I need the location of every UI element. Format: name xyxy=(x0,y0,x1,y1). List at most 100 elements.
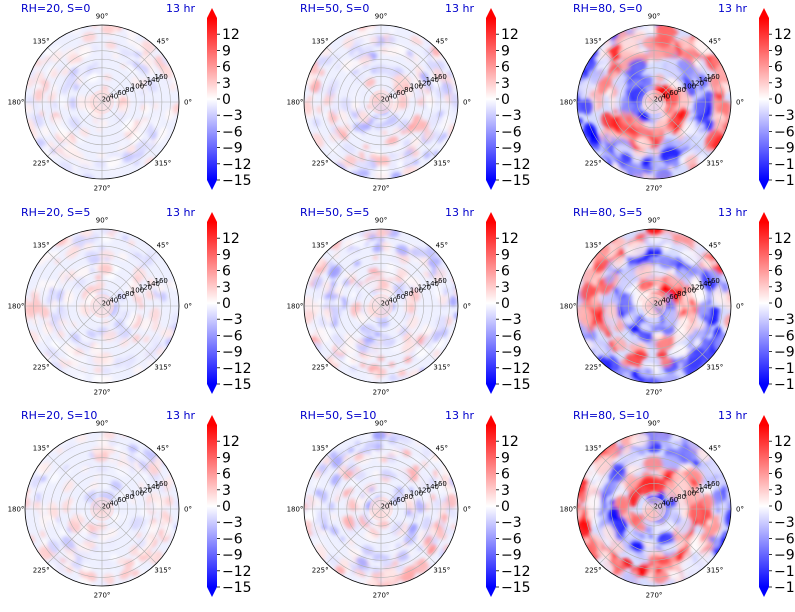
field-cell xyxy=(331,513,337,521)
field-cell xyxy=(117,252,129,261)
field-cell xyxy=(148,552,157,561)
field-cell xyxy=(425,87,431,96)
field-cell xyxy=(433,257,441,266)
field-cell xyxy=(636,522,647,532)
field-cell xyxy=(410,136,422,148)
radial-tick-label: 80 xyxy=(404,86,413,94)
radial-tick-label: 160 xyxy=(434,73,447,81)
angular-tick-label: 270° xyxy=(646,185,663,193)
radial-tick-label: 20 xyxy=(380,96,389,104)
field-cell xyxy=(312,478,320,489)
field-cell xyxy=(60,84,69,95)
polar-frame xyxy=(24,431,180,587)
colorbar-tick-label: 12 xyxy=(501,434,519,450)
field-cell xyxy=(621,446,632,455)
field-cell xyxy=(419,256,431,268)
colorbar-extend-min xyxy=(486,180,496,190)
field-cell xyxy=(373,122,383,130)
field-cell xyxy=(362,144,370,150)
angular-tick-label: 315° xyxy=(706,159,723,167)
field-cell xyxy=(637,513,644,522)
field-cell xyxy=(102,319,110,325)
field-cell xyxy=(308,123,313,130)
radial-tick-label: 20 xyxy=(653,96,662,104)
field-cell xyxy=(73,84,80,91)
field-cell xyxy=(659,146,681,164)
angular-tick-label: 270° xyxy=(646,389,663,397)
field-cell xyxy=(361,63,370,70)
field-cell xyxy=(66,553,77,562)
field-cell xyxy=(67,346,77,354)
field-cell xyxy=(442,81,453,96)
field-cell xyxy=(687,485,700,502)
field-cell xyxy=(347,498,357,511)
field-cell xyxy=(156,347,164,356)
field-cell xyxy=(434,99,440,106)
field-cell xyxy=(122,513,128,521)
angular-tick-label: 270° xyxy=(94,185,111,193)
field-cell xyxy=(133,256,143,266)
field-cell xyxy=(146,359,154,366)
field-cell xyxy=(591,295,600,308)
colorbar-tick-label: 6 xyxy=(501,467,510,483)
angular-tick-label: 315° xyxy=(154,159,171,167)
field-cell xyxy=(678,36,697,52)
field-cell xyxy=(432,68,443,81)
panel-time-label: 13 hr xyxy=(166,2,195,15)
colorbar-tick-label: 6 xyxy=(501,264,510,280)
angular-tick-label: 45° xyxy=(436,445,448,453)
field-cell xyxy=(150,491,160,503)
field-cell xyxy=(388,362,396,367)
field-cell xyxy=(699,127,705,133)
field-cell xyxy=(636,478,658,495)
field-cell xyxy=(133,451,141,459)
field-cell xyxy=(431,130,440,139)
field-cell xyxy=(356,338,365,346)
angular-tick-label: 270° xyxy=(94,389,111,397)
angular-tick-label: 315° xyxy=(706,566,723,574)
field-cell xyxy=(356,311,367,324)
radial-tick-label: 40 xyxy=(109,93,118,101)
field-cell xyxy=(48,313,58,326)
panel-title: RH=20, S=0 xyxy=(21,2,90,15)
field-cell xyxy=(724,507,731,530)
field-cell xyxy=(689,313,694,320)
field-cell xyxy=(328,554,340,566)
field-cell xyxy=(436,135,445,144)
field-cell xyxy=(653,34,672,49)
angular-tick-label: 225° xyxy=(585,159,602,167)
colorbar-extend-min xyxy=(207,180,217,190)
field-cell xyxy=(371,530,380,537)
panel-title: RH=20, S=5 xyxy=(21,206,90,219)
field-cell xyxy=(651,265,668,278)
field-cell xyxy=(657,255,676,270)
field-cell xyxy=(394,67,404,76)
radial-tick-label: 140 xyxy=(147,483,160,491)
radial-tick-label: 100 xyxy=(131,83,144,91)
field-cell xyxy=(132,275,141,284)
field-cell xyxy=(702,258,713,270)
field-cell xyxy=(624,65,630,71)
field-cell xyxy=(334,54,340,60)
field-cell xyxy=(155,109,162,118)
field-cell xyxy=(594,479,602,489)
field-cell xyxy=(351,291,358,299)
field-cell xyxy=(624,162,643,177)
field-cell xyxy=(96,127,102,132)
panel-time-label: 13 hr xyxy=(445,409,474,422)
field-cell xyxy=(355,575,362,580)
angular-gridline xyxy=(101,251,157,307)
field-cell xyxy=(351,236,367,249)
field-cell xyxy=(138,81,145,90)
field-cell xyxy=(412,256,420,263)
radial-tick-label: 100 xyxy=(410,490,423,498)
field-cell xyxy=(412,86,423,101)
colorbar-extend-max xyxy=(207,415,217,425)
field-cell xyxy=(368,486,375,493)
field-cell xyxy=(612,237,627,250)
field-cell xyxy=(63,480,75,492)
colorbar-tick-label: −12 xyxy=(501,157,531,173)
colorbar-tick-label: 0 xyxy=(501,296,510,312)
field-cell xyxy=(412,159,420,165)
field-cell xyxy=(304,101,313,115)
